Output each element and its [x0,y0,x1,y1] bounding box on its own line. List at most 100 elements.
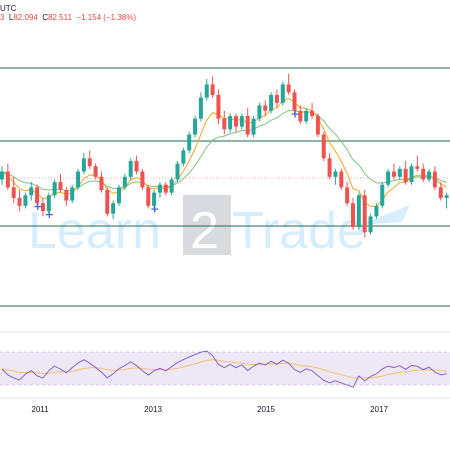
candle-body [122,176,127,188]
candle-body [234,116,238,127]
candle-body [415,166,420,169]
candle-body [356,195,361,227]
candle-body [157,184,162,193]
candle-body [23,195,28,206]
ohlc-legend: UTC 3 L82.094 C82.511 −1.154 (−1.38%) [0,4,136,22]
candle-body [397,168,402,177]
candle-body [35,187,40,204]
candle-body [263,105,268,111]
candle-body [193,118,198,135]
symbol-fragment: UTC [0,4,17,13]
candle-body [93,166,98,177]
candle-body [58,182,63,190]
candle-body [17,197,22,206]
candle-body [181,150,186,164]
candle-body [239,116,244,127]
candle-body [280,84,285,103]
candle-body [117,187,121,204]
candle-body [210,84,215,95]
candle-body [216,94,221,119]
time-axis: 2011 2013 2015 2017 [31,405,388,414]
candle-body [140,171,145,188]
watermark-badge [183,195,231,255]
level-lines [0,67,450,307]
candle-body [421,168,426,180]
rsi-line [1,350,447,388]
candles [0,73,449,238]
candle-body [351,203,355,227]
watermark-two: 2 [190,202,219,260]
signal-marker-icon: + [33,200,42,213]
x-tick-label: 2011 [31,405,49,414]
candle-body [222,118,227,130]
candle-body [269,94,274,111]
rsi-ma-line [1,359,447,379]
candle-body [40,203,45,212]
candle-body [292,92,297,111]
candle-body [204,84,209,98]
candle-body [5,171,10,188]
candle-body [87,158,92,167]
candle-body [391,171,396,177]
candle-body [146,187,151,206]
candle-body [362,195,367,233]
candle-body [315,116,320,135]
candle-body [175,163,180,180]
candle-body [105,190,110,214]
candle-body [99,176,104,190]
open-fragment: 3 [0,13,5,22]
candle-body [403,168,408,183]
candle-body [339,171,344,188]
candle-body [46,195,51,212]
candle-body [76,171,81,188]
candle-body [427,171,432,180]
watermark-trade: Trade [232,202,366,260]
change-value: −1.154 (−1.38%) [76,13,136,22]
candle-body [386,171,391,185]
close-label: C [42,13,49,22]
signal-marker-icon: + [291,107,300,120]
signal-markers: ++ ++ [33,107,300,220]
candle-body [111,203,116,214]
signal-marker-icon: + [45,208,54,221]
candle-body [298,110,303,122]
candle-body [251,118,256,135]
watermark-learn: Learn [28,202,161,260]
candle-body [29,187,34,196]
x-tick-label: 2017 [370,405,388,414]
candle-body [52,182,57,196]
candle-body [345,187,350,204]
candle-body [70,187,75,201]
candle-body [333,171,338,177]
candle-body [409,166,414,183]
candle-body [310,110,315,117]
candle-body [163,184,168,193]
candle-body [187,134,192,151]
candle-body [432,171,437,188]
candle-body [134,160,139,172]
candle-body [228,116,233,130]
candle-body [374,205,379,217]
candle-body [286,84,291,93]
candle-body [64,190,69,201]
candle-body [274,94,279,103]
candle-body [327,158,332,177]
signal-marker-icon: + [150,202,159,215]
candle-body [438,187,443,198]
candle-body [257,105,262,119]
candle-body [444,195,449,198]
candle-body [368,216,373,233]
close-value: 82.511 [48,13,72,22]
candle-body [152,192,157,206]
low-label: L [8,13,14,22]
candle-body [380,184,385,206]
candle-body [81,158,86,172]
watermark-arrow-icon [360,205,410,225]
candle-body [304,110,309,122]
candle-body [11,187,16,198]
low-value: 82.094 [13,13,38,22]
candle-body [198,97,203,119]
candle-body [245,116,250,135]
rsi-band [0,352,450,385]
